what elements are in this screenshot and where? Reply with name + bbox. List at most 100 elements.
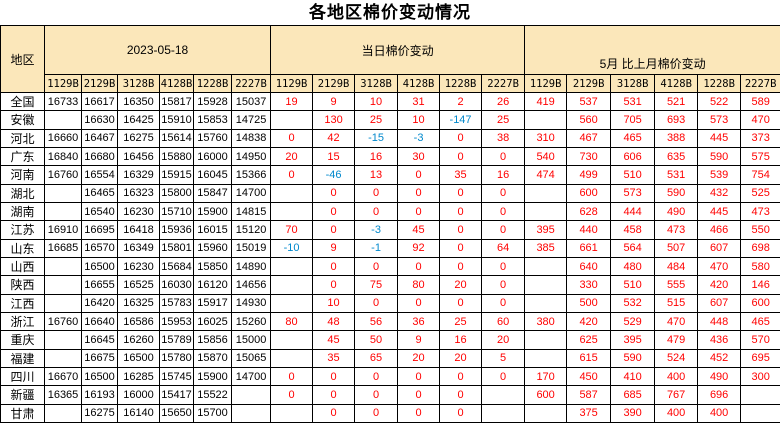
price-cell: 16500	[81, 256, 118, 277]
price-cell: 15614	[159, 128, 194, 148]
daily-change-cell: 10	[312, 293, 356, 313]
price-cell	[44, 201, 82, 222]
price-cell: 16630	[81, 110, 118, 130]
daily-change-cell: 0	[312, 385, 356, 405]
monthly-change-cell: 515	[654, 293, 699, 313]
monthly-change-cell: 537	[566, 91, 612, 112]
daily-change-cell: 45	[312, 330, 356, 350]
monthly-change-cell: 705	[610, 110, 656, 130]
region-column-header: 地区	[0, 25, 45, 93]
monthly-change-cell: 467	[566, 128, 612, 148]
price-cell: 15120	[230, 220, 272, 240]
monthly-change-cell: 590	[610, 348, 656, 368]
monthly-change-cell: 600	[740, 293, 780, 313]
daily-change-cell: -10	[270, 238, 314, 258]
monthly-change-cell: 531	[654, 165, 699, 185]
price-cell	[44, 183, 82, 203]
price-cell: 16045	[193, 165, 232, 185]
monthly-change-cell: 560	[566, 110, 612, 130]
daily-change-cell: 0	[312, 403, 356, 423]
monthly-change-cell: 521	[654, 91, 699, 112]
price-cell: 16586	[117, 311, 160, 332]
daily-change-cell: 16	[481, 165, 526, 185]
daily-change-cell: 0	[439, 201, 483, 222]
price-cell: 16193	[81, 385, 118, 405]
region-cell: 福建	[0, 348, 45, 368]
daily-change-cell: 0	[354, 201, 399, 222]
cotton-price-table: 地区 2023-05-18 当日棉价变动 5月 比上月棉价变动 1129B 212…	[0, 25, 780, 423]
monthly-change-cell: 524	[654, 348, 699, 368]
price-cell: 15019	[230, 238, 272, 258]
price-cell: 15880	[159, 146, 194, 167]
daily-change-cell: -3	[397, 128, 441, 148]
monthly-change-cell: 465	[740, 311, 780, 332]
daily-change-cell	[270, 256, 314, 277]
daily-change-cell: 0	[481, 201, 526, 222]
price-cell: 16323	[117, 183, 160, 203]
daily-change-cell: 130	[312, 110, 356, 130]
daily-change-cell	[270, 183, 314, 203]
monthly-change-cell	[524, 183, 568, 203]
region-cell: 江苏	[0, 220, 45, 240]
group-header-daily-change: 当日棉价变动	[270, 25, 526, 75]
monthly-change-cell: 539	[697, 165, 742, 185]
price-cell: 16525	[117, 275, 160, 295]
price-cell: 16350	[117, 91, 160, 112]
price-cell: 15760	[193, 128, 232, 148]
table-row: 福建 16675 16500 15780 15870 15065 35 65 20 20 5 615 5…	[0, 348, 780, 368]
monthly-change-cell: 606	[610, 146, 656, 167]
daily-change-cell: 0	[439, 128, 483, 148]
monthly-change-cell: 510	[610, 165, 656, 185]
daily-change-cell: 16	[354, 146, 399, 167]
price-cell: 15910	[159, 110, 194, 130]
monthly-change-cell: 589	[740, 91, 780, 112]
col-header-group3-1228b: 1228B	[697, 74, 742, 93]
daily-change-cell: 0	[354, 403, 399, 423]
monthly-change-cell: 470	[654, 311, 699, 332]
price-cell: 16260	[117, 330, 160, 350]
price-cell: 16420	[81, 293, 118, 313]
monthly-change-cell: 564	[610, 238, 656, 258]
monthly-change-cell: 465	[610, 128, 656, 148]
monthly-change-cell	[524, 256, 568, 277]
monthly-change-cell: 730	[566, 146, 612, 167]
daily-change-cell: 65	[354, 348, 399, 368]
daily-change-cell: 9	[397, 330, 441, 350]
daily-change-cell: -15	[354, 128, 399, 148]
monthly-change-cell: 580	[740, 256, 780, 277]
daily-change-cell: 0	[397, 385, 441, 405]
daily-change-cell: 42	[312, 128, 356, 148]
monthly-change-cell: 480	[610, 256, 656, 277]
daily-change-cell: 25	[354, 110, 399, 130]
price-cell: 15915	[159, 165, 194, 185]
monthly-change-cell: 573	[610, 183, 656, 203]
monthly-change-cell: 473	[740, 201, 780, 222]
price-cell: 16695	[81, 220, 118, 240]
page-title: 各地区棉价变动情况	[309, 3, 471, 22]
price-cell: 15936	[159, 220, 194, 240]
daily-change-cell: 80	[270, 311, 314, 332]
daily-change-cell: 0	[270, 128, 314, 148]
monthly-change-cell: 640	[566, 256, 612, 277]
daily-change-cell: -1	[354, 238, 399, 258]
daily-change-cell: 10	[354, 91, 399, 112]
daily-change-cell: 0	[312, 366, 356, 387]
monthly-change-cell: 400	[654, 366, 699, 387]
daily-change-cell	[270, 275, 314, 295]
monthly-change-cell: 440	[566, 220, 612, 240]
monthly-change-cell	[524, 110, 568, 130]
daily-change-cell: 15	[312, 146, 356, 167]
price-cell: 14725	[230, 110, 272, 130]
daily-change-cell: 0	[397, 183, 441, 203]
daily-change-cell: 0	[397, 403, 441, 423]
monthly-change-cell: 410	[610, 366, 656, 387]
monthly-change-cell: 575	[740, 146, 780, 167]
monthly-change-cell: 170	[524, 366, 568, 387]
daily-change-cell: 13	[354, 165, 399, 185]
daily-change-cell: 70	[270, 220, 314, 240]
monthly-change-cell: 625	[566, 330, 612, 350]
table-row: 江苏 16910 16695 16418 15936 16015 15120 70 0 -3 45 0…	[0, 220, 780, 240]
monthly-change-cell: 532	[610, 293, 656, 313]
col-header-group1-2227b: 2227B	[230, 74, 272, 93]
monthly-change-cell: 490	[654, 201, 699, 222]
